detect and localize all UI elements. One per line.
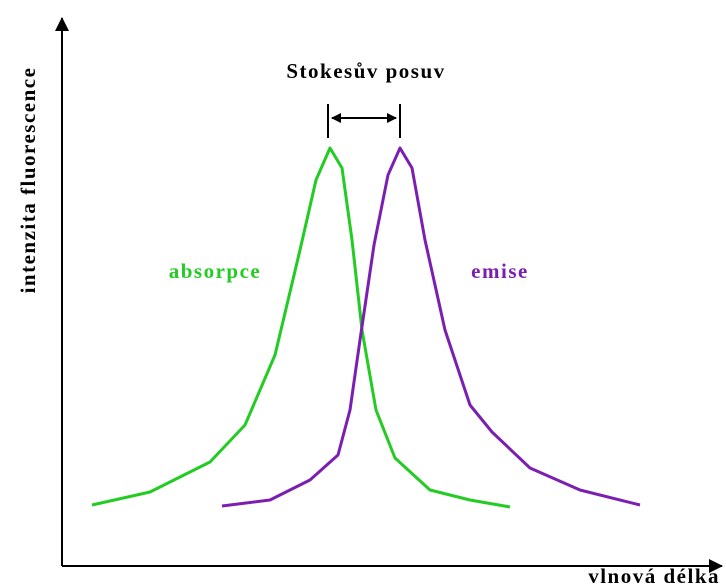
shift-label: Stokesův posuv: [286, 59, 445, 83]
emission-curve: [221, 146, 641, 508]
x-axis-label: vlnová délka: [588, 564, 720, 587]
y-axis-label: intenzita fluorescence: [16, 67, 40, 294]
absorption-label: absorpce: [169, 259, 262, 283]
absorption-curve: [91, 146, 511, 509]
emission-label: emise: [471, 259, 529, 283]
